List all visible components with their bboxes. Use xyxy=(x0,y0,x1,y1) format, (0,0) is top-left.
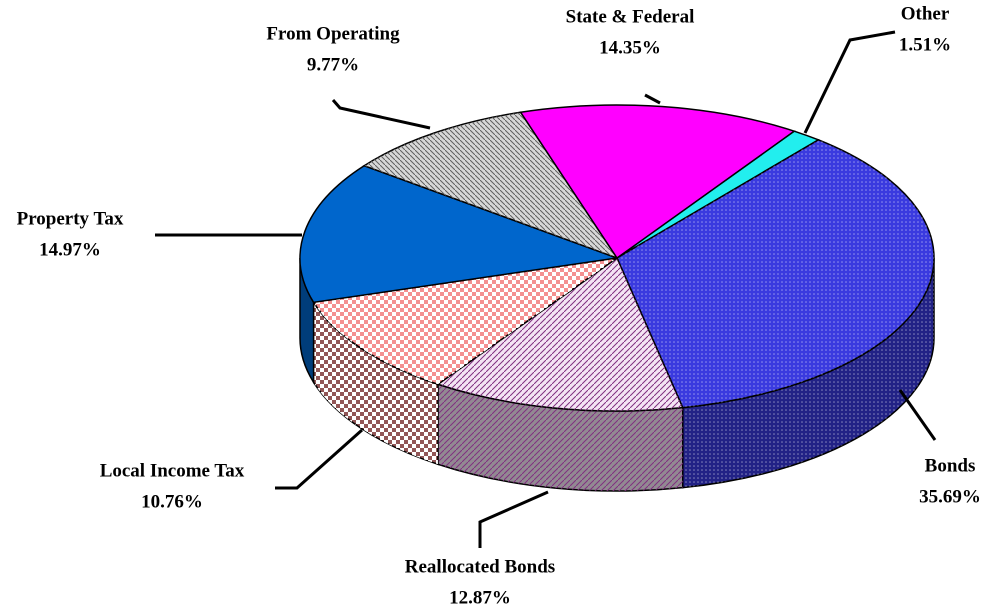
slice-value-label: 1.51% xyxy=(899,34,951,55)
leader-line xyxy=(644,93,661,105)
slice-value-label: 12.87% xyxy=(449,587,511,608)
labels: Other 1.51% Bonds 35.69% Reallocated Bonds 12… xyxy=(17,3,981,608)
slice-value-label: 10.76% xyxy=(141,491,203,512)
slice-label: Reallocated Bonds xyxy=(405,556,555,577)
slice-value-label: 9.77% xyxy=(307,54,359,75)
slice-label: Property Tax xyxy=(17,208,124,229)
slice-label: From Operating xyxy=(266,23,400,44)
leader-line xyxy=(898,389,937,441)
slice xyxy=(519,104,796,260)
slice-value-label: 14.97% xyxy=(39,239,101,260)
slice-side-pattern xyxy=(313,302,438,465)
slice xyxy=(299,164,618,304)
slice-label: Other xyxy=(901,3,950,24)
leader-line xyxy=(478,490,549,548)
slice-label: Local Income Tax xyxy=(100,460,245,481)
pie-sides xyxy=(299,257,935,492)
slice-value-label: 35.69% xyxy=(919,486,981,507)
slice-pattern xyxy=(437,258,683,411)
slice-pattern xyxy=(617,139,934,408)
slice-pattern xyxy=(364,112,617,258)
slice-value-label: 14.35% xyxy=(599,37,661,58)
slice-label: State & Federal xyxy=(566,6,695,27)
leader-line xyxy=(331,99,431,130)
leader-line xyxy=(803,30,896,134)
slice-side-pattern xyxy=(437,384,683,491)
slice-label: Bonds xyxy=(925,455,976,476)
slice-side-pattern xyxy=(682,258,934,488)
slice-side-shade xyxy=(300,258,314,383)
pie-tops xyxy=(299,104,935,412)
leader-line xyxy=(275,428,363,490)
slice-pattern xyxy=(313,258,617,385)
